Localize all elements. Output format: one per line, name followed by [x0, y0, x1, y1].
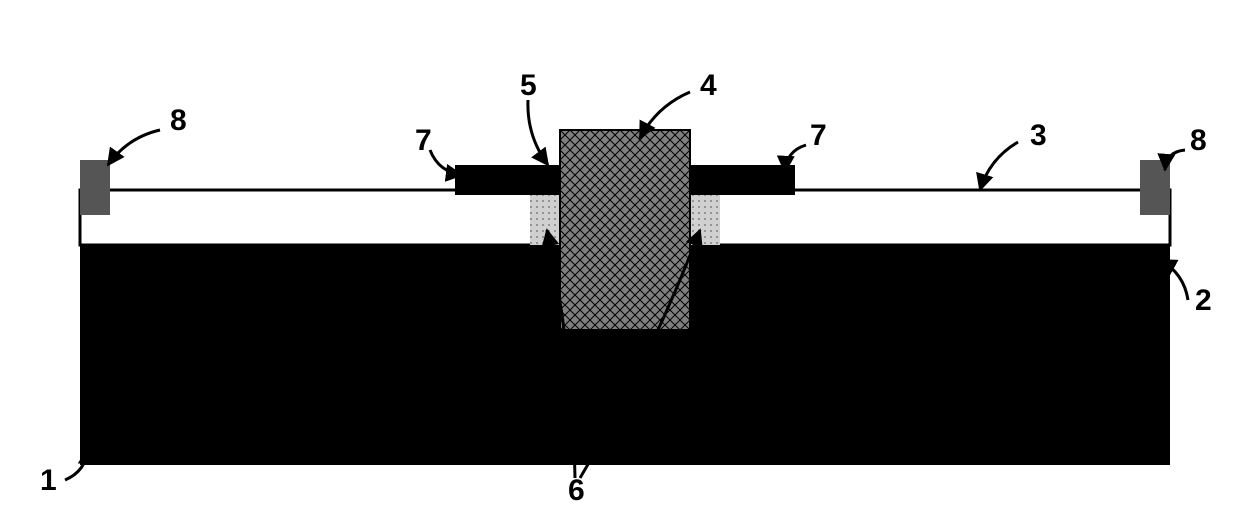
label-2: 2 — [1195, 284, 1212, 317]
label-5: 5 — [520, 69, 537, 102]
callout-8b: 8 — [1165, 124, 1207, 170]
label-7b: 7 — [810, 119, 827, 152]
pad-right — [690, 165, 795, 195]
callout-3: 3 — [980, 119, 1047, 190]
callout-4: 4 — [640, 69, 717, 138]
label-1: 1 — [40, 464, 57, 497]
callout-5: 5 — [520, 69, 548, 165]
pad-left — [455, 165, 560, 195]
label-3: 3 — [1030, 119, 1047, 152]
liner-left — [530, 190, 560, 245]
label-8b: 8 — [1190, 124, 1207, 157]
edge-block-left — [80, 160, 110, 215]
callout-7b: 7 — [785, 119, 827, 172]
liner-right — [690, 190, 720, 245]
callout-8a: 8 — [108, 104, 187, 165]
label-7a: 7 — [415, 124, 432, 157]
label-4: 4 — [700, 69, 717, 102]
label-8a: 8 — [170, 104, 187, 137]
label-6: 6 — [568, 474, 585, 507]
callout-7a: 7 — [415, 124, 462, 175]
